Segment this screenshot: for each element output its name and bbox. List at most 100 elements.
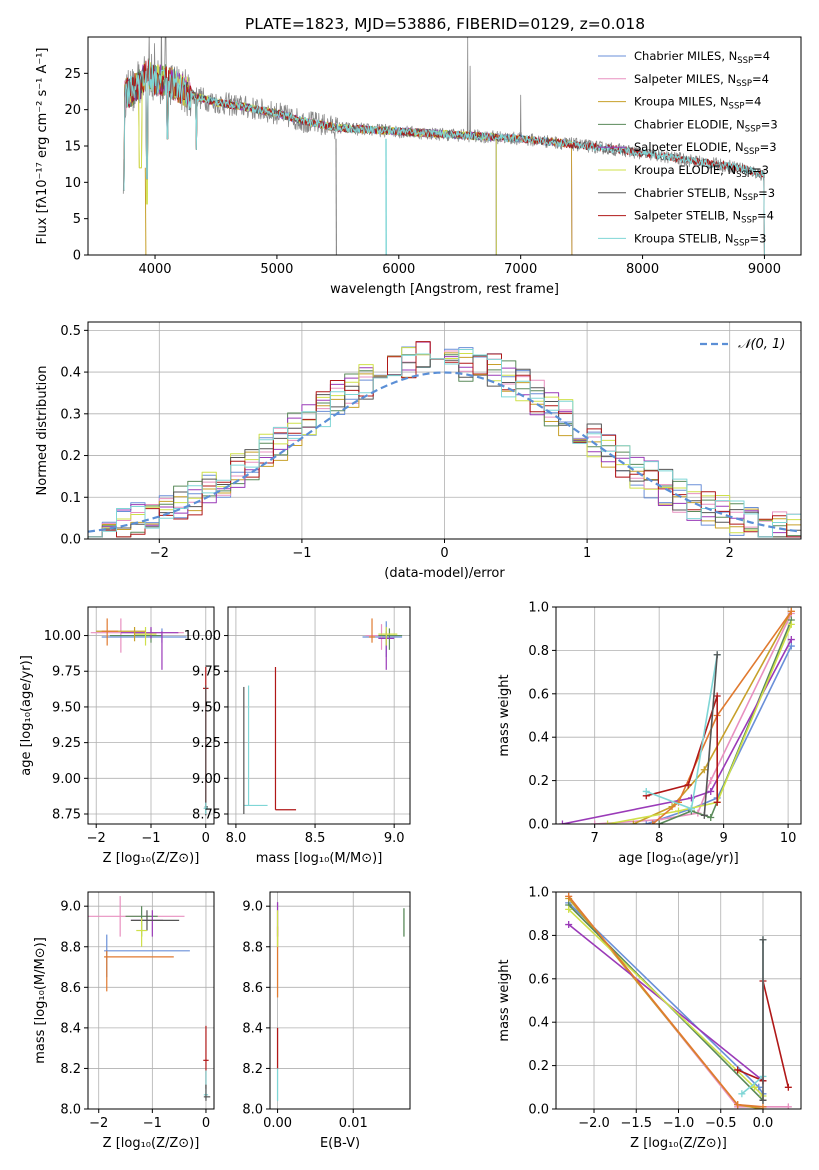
- y-tick-label: 8.2: [60, 1062, 81, 1077]
- x-tick-label: 0.01: [339, 1116, 368, 1131]
- y-tick-label: 9.50: [192, 700, 221, 715]
- series-line-mass-weight: [594, 613, 793, 824]
- x-tick-label: 10: [780, 831, 797, 846]
- x-axis-label: wavelength [Angstrom, rest frame]: [330, 282, 559, 297]
- y-axis-label: Normed distribution: [35, 366, 50, 496]
- series-line-mass-weight: [741, 939, 764, 1095]
- series-layer-mass_vs_Z: [88, 896, 211, 1101]
- y-tick-label: 9.00: [52, 772, 81, 787]
- y-tick-label: 0.0: [528, 818, 549, 833]
- series-line-kroupa-stelib: [123, 60, 765, 255]
- panel-mw_vs_Z: −2.0 −1.5 −1.0 −0.5 0.0 0.0 0.2 0.4 0.6 0.8 1.0 Z […: [497, 886, 802, 1151]
- x-tick-label: 8.5: [305, 831, 326, 846]
- data-marker: [655, 820, 663, 824]
- y-tick-label: 8.0: [60, 1103, 81, 1118]
- y-tick-label: 0.0: [528, 1103, 549, 1118]
- legend-entry: Salpeter STELIB, NSSP=4: [634, 209, 774, 226]
- series-line-mass-weight: [568, 908, 764, 1097]
- panel-spectrum: 4000 5000 6000 7000 8000 9000 0 5 10 15 20 25 wavele…: [35, 36, 802, 297]
- x-tick-label: 1: [583, 546, 591, 561]
- panel-mass_vs_Z: −2 −1 0 8.0 8.2 8.4 8.6 8.8 9.0 Z [log₁₀(Z/Z⊙)] ma…: [33, 891, 215, 1151]
- y-tick-label: 0.8: [528, 929, 549, 944]
- panel-age_vs_Z: −2 −1 0 8.75 9.00 9.25 9.50 9.75 10.00 Z [log₁₀(Z…: [19, 606, 215, 866]
- y-tick-label: 0.0: [60, 533, 81, 548]
- x-axis-label: mass [log₁₀(M/M⊙)]: [256, 851, 383, 866]
- data-marker: [759, 1096, 767, 1104]
- data-marker: [684, 781, 692, 789]
- x-tick-label: 9: [719, 831, 727, 846]
- x-tick-label: −1.0: [663, 1116, 695, 1131]
- plot-area-age_vs_Z: [88, 607, 214, 824]
- y-tick-label: 0.4: [60, 366, 81, 381]
- plot-area-mass_vs_Z: [88, 892, 214, 1110]
- series-line-mass-weight: [658, 619, 793, 824]
- y-tick-label: 8.6: [60, 981, 81, 996]
- data-marker: [649, 820, 657, 824]
- y-tick-label: 0: [73, 249, 81, 264]
- y-axis-label: mass [log₁₀(M/M⊙)]: [33, 937, 48, 1064]
- y-tick-label: 0.5: [60, 324, 81, 339]
- plot-area-mw_vs_age: [556, 606, 801, 825]
- y-tick-label: 9.75: [52, 665, 81, 680]
- data-marker: [565, 905, 573, 913]
- y-tick-label: 9.00: [192, 772, 221, 787]
- y-axis-label: Flux [fλ10⁻¹⁷ erg cm⁻² s⁻¹ A⁻¹]: [35, 48, 50, 245]
- data-marker: [738, 1090, 746, 1098]
- y-tick-label: 8.8: [242, 940, 263, 955]
- data-marker: [591, 820, 599, 824]
- x-tick-label: 0: [440, 546, 448, 561]
- x-tick-label: 9.0: [384, 831, 405, 846]
- data-marker: [707, 777, 715, 785]
- y-tick-label: 0.4: [528, 731, 549, 746]
- y-tick-label: 0.1: [60, 491, 81, 506]
- series-layer-spectrum: [122, 37, 765, 255]
- y-axis-label: age [log₁₀(age/yr)]: [19, 655, 34, 776]
- data-marker: [558, 820, 566, 824]
- plot-area-mass_vs_ebv: [270, 892, 410, 1110]
- y-tick-label: 8.6: [242, 981, 263, 996]
- series-spike-observed: [466, 37, 469, 136]
- axes-frame-mass_vs_Z: [87, 891, 215, 1110]
- x-tick-label: −2: [150, 546, 169, 561]
- x-tick-label: −2: [87, 831, 106, 846]
- y-tick-label: 15: [64, 140, 81, 155]
- series-line-mass-weight: [646, 645, 793, 824]
- x-axis-label: (data-model)/error: [384, 566, 505, 581]
- series-layer-age_vs_mass: [243, 618, 403, 815]
- y-tick-label: 9.50: [52, 700, 81, 715]
- y-tick-label: 10.00: [184, 629, 221, 644]
- data-marker: [759, 936, 767, 944]
- y-tick-label: 8.75: [52, 808, 81, 823]
- data-marker: [713, 651, 721, 659]
- data-marker: [784, 1103, 792, 1109]
- x-axis-label: E(B-V): [320, 1136, 360, 1151]
- panel-mw_vs_age: 7 8 9 10 0.0 0.2 0.4 0.6 0.8 1.0 age [log₁₀(age/yr…: [497, 601, 802, 866]
- data-marker: [707, 813, 715, 821]
- data-marker: [787, 620, 795, 628]
- y-tick-label: 8.0: [242, 1103, 263, 1118]
- y-tick-label: 8.75: [192, 808, 221, 823]
- series-dip: [144, 167, 147, 255]
- data-marker: [787, 642, 795, 650]
- data-marker: [629, 820, 637, 824]
- x-tick-label: 8000: [626, 262, 659, 277]
- y-tick-label: 0.3: [60, 407, 81, 422]
- legend-entry: 𝒩(0, 1): [738, 337, 785, 352]
- x-tick-label: −1: [141, 831, 160, 846]
- legend-entry: Chabrier STELIB, NSSP=3: [634, 186, 775, 203]
- series-line-mass-weight: [703, 654, 718, 816]
- legend-entry: Chabrier ELODIE, NSSP=3: [634, 117, 778, 134]
- x-tick-label: 4000: [138, 262, 171, 277]
- y-tick-label: 1.0: [528, 886, 549, 901]
- series-line-mass-weight: [652, 610, 792, 824]
- data-marker: [751, 1083, 759, 1091]
- series-layer-mw_vs_Z: [565, 892, 792, 1109]
- legend-entry: Salpeter ELODIE, NSSP=3: [634, 140, 777, 157]
- x-tick-label: −1: [292, 546, 311, 561]
- x-tick-label: 0.00: [263, 1116, 292, 1131]
- y-tick-label: 8.4: [60, 1021, 81, 1036]
- x-axis-label: Z [log₁₀(Z/Z⊙)]: [630, 1136, 727, 1151]
- legend-entry: Chabrier MILES, NSSP=4: [634, 49, 770, 66]
- y-axis-label: mass weight: [497, 959, 512, 1041]
